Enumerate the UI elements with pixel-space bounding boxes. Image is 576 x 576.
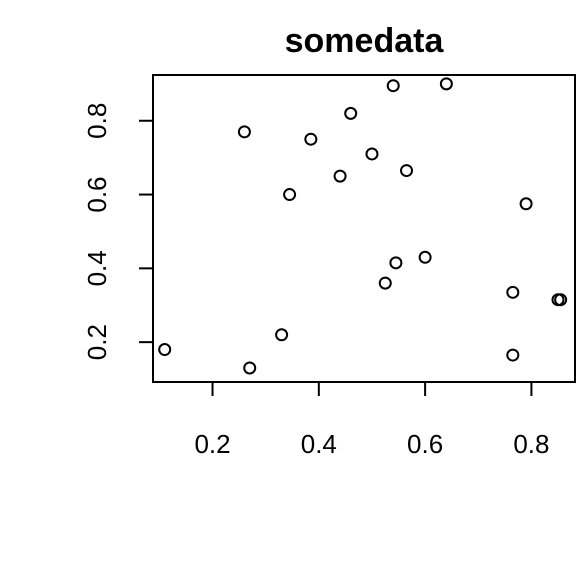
data-point <box>506 285 520 299</box>
data-point <box>365 147 379 161</box>
data-point <box>333 169 347 183</box>
y-axis: 0.2 0.4 0.6 0.8 <box>82 103 153 360</box>
data-point <box>237 125 251 139</box>
chart-title: somedata <box>285 22 445 60</box>
data-point <box>378 276 392 290</box>
data-point <box>400 164 414 178</box>
y-tick-label: 0.6 <box>82 176 112 212</box>
data-point <box>283 188 297 202</box>
data-point <box>418 250 432 264</box>
data-point <box>554 293 568 307</box>
x-tick-label: 0.2 <box>194 429 230 459</box>
data-point <box>386 79 400 93</box>
data-point <box>275 328 289 342</box>
data-point <box>506 348 520 362</box>
data-point <box>158 343 172 357</box>
x-tick-label: 0.6 <box>407 429 443 459</box>
y-tick-label: 0.4 <box>82 250 112 286</box>
y-tick-label: 0.2 <box>82 324 112 360</box>
y-tick-label: 0.8 <box>82 103 112 139</box>
x-tick-label: 0.8 <box>513 429 549 459</box>
x-axis: 0.2 0.4 0.6 0.8 <box>194 382 549 459</box>
plot-frame <box>152 74 576 383</box>
data-point <box>389 256 403 270</box>
data-point <box>243 361 257 375</box>
x-tick-label: 0.4 <box>301 429 337 459</box>
data-points <box>158 77 568 375</box>
data-point <box>439 77 453 91</box>
data-point <box>344 106 358 120</box>
data-point <box>519 197 533 211</box>
data-point <box>304 132 318 146</box>
